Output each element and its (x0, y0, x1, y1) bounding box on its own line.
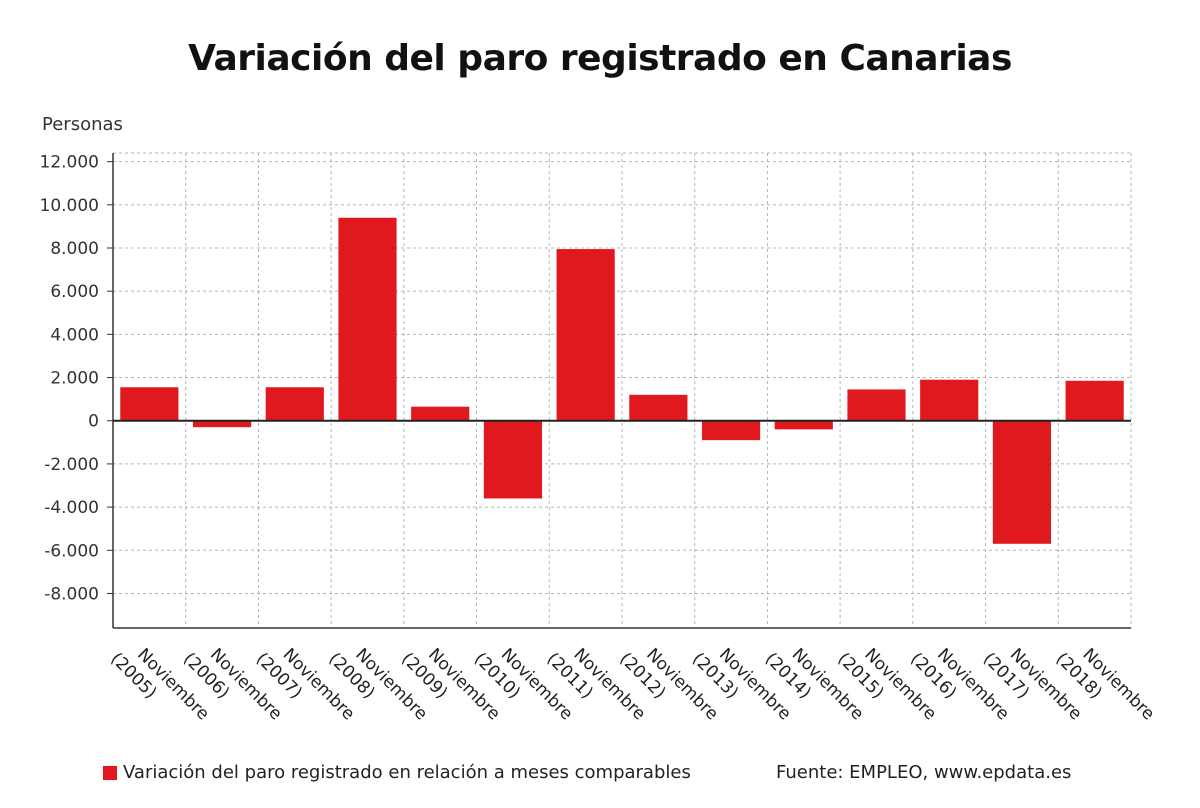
y-axis-label: Personas (42, 114, 123, 135)
y-tick-label: 6.000 (50, 282, 99, 302)
bar (120, 387, 179, 421)
y-tick-label: 0 (88, 412, 99, 432)
bar (920, 379, 979, 421)
x-tick-label: Noviembre(2017) (979, 633, 1086, 740)
x-tick-label: Noviembre(2008) (325, 633, 432, 740)
x-tick-label: Noviembre(2005) (106, 633, 213, 740)
legend-swatch (103, 765, 117, 780)
x-tick-label: Noviembre(2015) (834, 633, 941, 740)
bar (483, 420, 543, 499)
y-tick-label: -2.000 (44, 455, 99, 475)
y-tick-label: -4.000 (44, 498, 99, 518)
y-tick-label: 12.000 (40, 153, 99, 173)
bar (192, 420, 252, 428)
y-tick-label: 2.000 (50, 369, 99, 389)
x-tick-label: Noviembre(2007) (252, 633, 359, 740)
y-tick-label: 4.000 (50, 325, 99, 345)
bar (1065, 380, 1124, 421)
x-tick-label: Noviembre(2014) (761, 633, 868, 740)
bar (265, 387, 324, 421)
y-tick-label: 8.000 (50, 239, 99, 259)
x-tick-label: Noviembre(2012) (615, 633, 722, 740)
bar (629, 394, 688, 421)
bar (411, 406, 470, 421)
x-tick-label: Noviembre(2009) (397, 633, 504, 740)
bar (338, 217, 397, 421)
x-tick-label: Noviembre(2013) (688, 633, 795, 740)
x-tick-label: Noviembre(2011) (543, 633, 650, 740)
bar (556, 249, 615, 421)
bar (701, 420, 761, 441)
legend: Variación del paro registrado en relació… (103, 762, 691, 783)
chart-title: Variación del paro registrado en Canaria… (188, 38, 1012, 79)
y-tick-label: -8.000 (44, 584, 99, 604)
y-tick-label: 10.000 (40, 196, 99, 216)
x-tick-label: Noviembre(2016) (906, 633, 1013, 740)
legend-label: Variación del paro registrado en relació… (123, 762, 691, 783)
x-tick-label: Noviembre(2006) (179, 633, 286, 740)
source-note: Fuente: EMPLEO, www.epdata.es (776, 762, 1072, 783)
bar (847, 389, 906, 421)
bar (774, 420, 833, 430)
y-tick-label: -6.000 (44, 541, 99, 561)
x-tick-label: Noviembre(2018) (1052, 633, 1159, 740)
bar (992, 420, 1052, 544)
x-tick-label: Noviembre(2010) (470, 633, 577, 740)
